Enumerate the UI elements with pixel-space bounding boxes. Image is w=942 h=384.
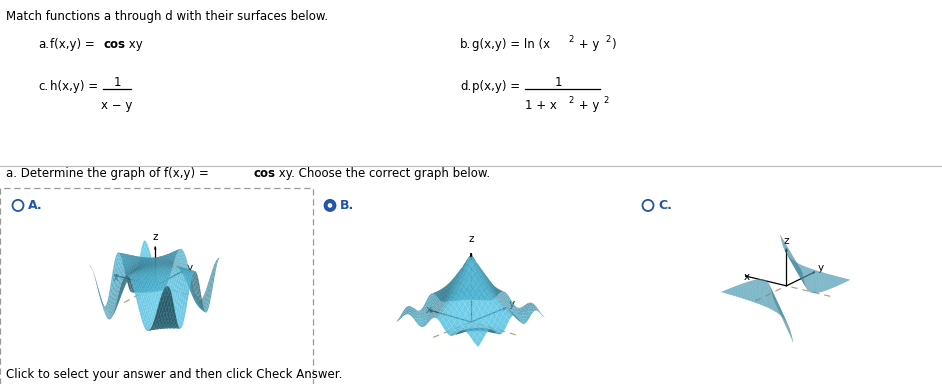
Text: C.: C. [658, 199, 672, 212]
Text: 2: 2 [568, 96, 574, 104]
Text: 1: 1 [113, 76, 121, 89]
Text: 1: 1 [554, 76, 561, 89]
Text: b.: b. [460, 38, 471, 51]
Text: cos: cos [254, 167, 276, 180]
Text: A.: A. [28, 199, 42, 212]
Text: d.: d. [460, 81, 471, 93]
Text: cos: cos [103, 38, 125, 51]
Text: Match functions a through d with their surfaces below.: Match functions a through d with their s… [6, 10, 328, 23]
Circle shape [328, 203, 333, 208]
Text: Click to select your answer and then click Check Answer.: Click to select your answer and then cli… [6, 368, 342, 381]
Text: xy. Choose the correct graph below.: xy. Choose the correct graph below. [275, 167, 490, 180]
Text: 2: 2 [603, 96, 609, 104]
Text: ): ) [611, 38, 616, 51]
Text: c.: c. [38, 81, 48, 93]
Text: g(x,y) = ln (x: g(x,y) = ln (x [472, 38, 550, 51]
Text: B.: B. [340, 199, 354, 212]
Text: p(x,y) =: p(x,y) = [472, 81, 520, 93]
Text: 2: 2 [605, 35, 610, 44]
Text: xy: xy [125, 38, 143, 51]
Text: a.: a. [38, 38, 49, 51]
Text: 1 + x: 1 + x [525, 99, 557, 112]
Circle shape [324, 200, 335, 211]
Text: h(x,y) =: h(x,y) = [50, 81, 98, 93]
Text: x − y: x − y [102, 99, 133, 112]
Text: + y: + y [575, 38, 599, 51]
Text: + y: + y [575, 99, 599, 112]
Text: f(x,y) =: f(x,y) = [50, 38, 99, 51]
Text: a. Determine the graph of f(x,y) =: a. Determine the graph of f(x,y) = [6, 167, 213, 180]
Text: 2: 2 [568, 35, 574, 44]
